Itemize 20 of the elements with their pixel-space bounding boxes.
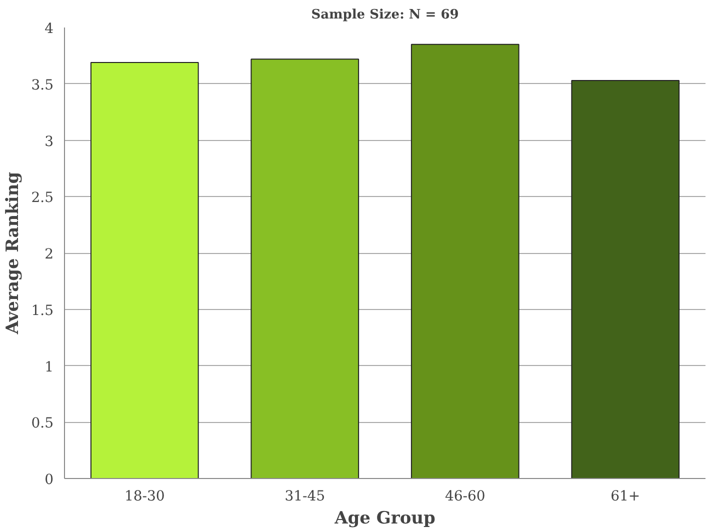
chart-title: Sample Size: N = 69 <box>311 8 459 22</box>
y-tick-label: 2 <box>44 246 54 262</box>
y-tick-label: 3 <box>44 134 54 150</box>
y-tick-label: 3.5 <box>31 77 54 94</box>
bar <box>410 44 520 478</box>
bar <box>90 62 199 478</box>
bar <box>571 80 680 478</box>
x-tick-label: 61+ <box>610 488 640 504</box>
y-tick-label: 0.5 <box>31 416 54 432</box>
bar <box>250 58 360 478</box>
x-axis-title: Age Group <box>334 508 436 528</box>
x-tick-label: 31-45 <box>284 488 326 504</box>
x-tick-label: 18-30 <box>124 488 165 504</box>
y-axis-title: Average Ranking <box>3 172 24 336</box>
x-tick-label: 46-60 <box>444 488 486 504</box>
y-tick-label: 1.5 <box>31 302 54 319</box>
y-tick-label: 1 <box>44 359 54 376</box>
y-tick-label: 0 <box>44 472 54 488</box>
y-tick-label: 4 <box>44 21 54 37</box>
y-tick-label: 2.5 <box>31 190 54 206</box>
